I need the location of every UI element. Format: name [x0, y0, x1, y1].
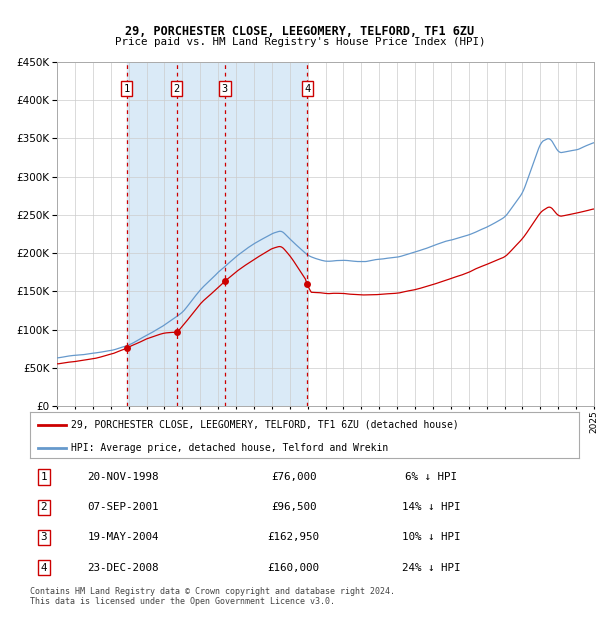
Text: 3: 3 — [222, 84, 228, 94]
Text: Contains HM Land Registry data © Crown copyright and database right 2024.
This d: Contains HM Land Registry data © Crown c… — [30, 587, 395, 606]
Bar — [176, 62, 225, 406]
Text: 4: 4 — [40, 563, 47, 573]
Text: £162,950: £162,950 — [268, 533, 320, 542]
Text: 2: 2 — [40, 502, 47, 512]
Text: 4: 4 — [304, 84, 310, 94]
Text: £160,000: £160,000 — [268, 563, 320, 573]
Bar — [225, 62, 307, 406]
Bar — [127, 62, 176, 406]
Text: 14% ↓ HPI: 14% ↓ HPI — [401, 502, 460, 512]
Text: 24% ↓ HPI: 24% ↓ HPI — [401, 563, 460, 573]
Text: 1: 1 — [40, 472, 47, 482]
Text: 07-SEP-2001: 07-SEP-2001 — [88, 502, 159, 512]
Text: 6% ↓ HPI: 6% ↓ HPI — [405, 472, 457, 482]
Text: 29, PORCHESTER CLOSE, LEEGOMERY, TELFORD, TF1 6ZU: 29, PORCHESTER CLOSE, LEEGOMERY, TELFORD… — [125, 25, 475, 38]
Text: £76,000: £76,000 — [271, 472, 316, 482]
Text: HPI: Average price, detached house, Telford and Wrekin: HPI: Average price, detached house, Telf… — [71, 443, 388, 453]
Text: Price paid vs. HM Land Registry's House Price Index (HPI): Price paid vs. HM Land Registry's House … — [115, 37, 485, 47]
Text: 10% ↓ HPI: 10% ↓ HPI — [401, 533, 460, 542]
Text: 23-DEC-2008: 23-DEC-2008 — [88, 563, 159, 573]
Text: 29, PORCHESTER CLOSE, LEEGOMERY, TELFORD, TF1 6ZU (detached house): 29, PORCHESTER CLOSE, LEEGOMERY, TELFORD… — [71, 420, 459, 430]
Text: £96,500: £96,500 — [271, 502, 316, 512]
Text: 3: 3 — [40, 533, 47, 542]
Text: 2: 2 — [173, 84, 179, 94]
Text: 20-NOV-1998: 20-NOV-1998 — [88, 472, 159, 482]
Text: 19-MAY-2004: 19-MAY-2004 — [88, 533, 159, 542]
Text: 1: 1 — [124, 84, 130, 94]
